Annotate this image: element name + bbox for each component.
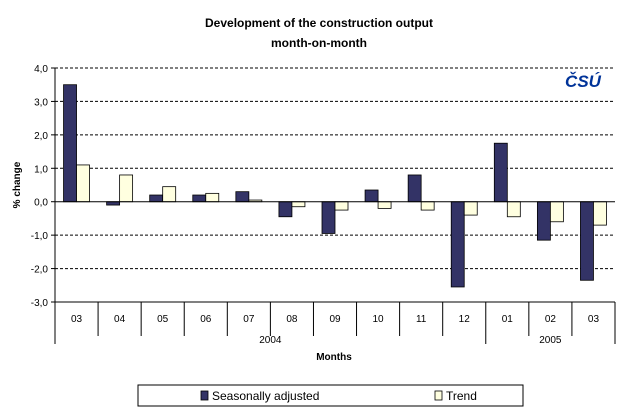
bar-trend: [463, 201, 478, 216]
x-tick-label: 03: [71, 314, 83, 325]
bar-seasonally-adjusted: [63, 84, 77, 203]
legend: Seasonally adjusted Trend: [137, 384, 524, 407]
bar-trend: [549, 201, 564, 223]
year-label: 2004: [259, 335, 282, 346]
bar-seasonally-adjusted: [235, 191, 250, 203]
y-tick-label: -3,0: [31, 298, 49, 309]
y-tick-label: 1,0: [34, 164, 48, 175]
y-tick-label: -2,0: [31, 265, 49, 276]
x-tick-label: 03: [588, 314, 600, 325]
x-tick-label: 10: [373, 314, 385, 325]
gridlines: [55, 67, 615, 270]
bar-seasonally-adjusted: [536, 201, 551, 241]
bar-seasonally-adjusted: [192, 194, 207, 203]
legend-swatch-trend: [434, 390, 443, 401]
bar-seasonally-adjusted: [407, 174, 422, 203]
bar-trend: [119, 174, 134, 203]
chart-title-line2: month-on-month: [271, 36, 367, 50]
legend-frame: [137, 384, 524, 407]
bar-trend: [334, 201, 349, 211]
bar-seasonally-adjusted: [364, 189, 379, 203]
bar-seasonally-adjusted: [493, 142, 508, 203]
bar-seasonally-adjusted: [450, 201, 465, 288]
x-tick-label: 02: [545, 314, 557, 325]
bar-trend: [205, 192, 220, 203]
x-tick-label: 08: [286, 314, 298, 325]
bar-trend: [291, 201, 306, 208]
bar-seasonally-adjusted: [321, 201, 336, 234]
y-axis-label: % change: [12, 161, 23, 208]
csu-logo: ČSÚ: [565, 72, 602, 91]
year-label: 2005: [539, 335, 562, 346]
legend-label-seasonally-adjusted: Seasonally adjusted: [212, 389, 319, 403]
x-tick-label: 04: [114, 314, 126, 325]
bar-trend: [76, 164, 90, 203]
y-tick-label: -1,0: [31, 231, 49, 242]
x-tick-label: 07: [243, 314, 255, 325]
bar-seasonally-adjusted: [278, 201, 293, 218]
x-tick-label: 06: [200, 314, 212, 325]
x-tick-label: 12: [459, 314, 471, 325]
axes: 4,0 3,0 2,0 1,0 0,0 -1,0 -2,0 -3,0 03 04 05 06 07 08 0…: [31, 64, 616, 346]
x-tick-label: 01: [502, 314, 514, 325]
bar-seasonally-adjusted: [580, 201, 594, 281]
x-tick-label: 11: [416, 314, 427, 325]
y-tick-label: 4,0: [34, 64, 48, 75]
y-tick-label: 2,0: [34, 131, 48, 142]
bar-trend: [377, 201, 392, 209]
bars: [63, 84, 607, 288]
bar-seasonally-adjusted: [149, 194, 164, 203]
x-axis-label: Months: [316, 352, 352, 363]
x-tick-label: 09: [329, 314, 341, 325]
bar-trend: [506, 201, 521, 218]
bar-trend: [593, 201, 607, 226]
legend-swatch-seasonally-adjusted: [200, 390, 209, 401]
y-tick-label: 3,0: [34, 97, 48, 108]
x-tick-label: 05: [157, 314, 169, 325]
bar-trend: [162, 186, 177, 203]
chart-title-line1: Development of the construction output: [205, 16, 433, 30]
bar-seasonally-adjusted: [106, 201, 121, 206]
bar-trend: [420, 201, 435, 211]
legend-label-trend: Trend: [446, 389, 477, 403]
y-tick-label: 0,0: [34, 198, 48, 209]
